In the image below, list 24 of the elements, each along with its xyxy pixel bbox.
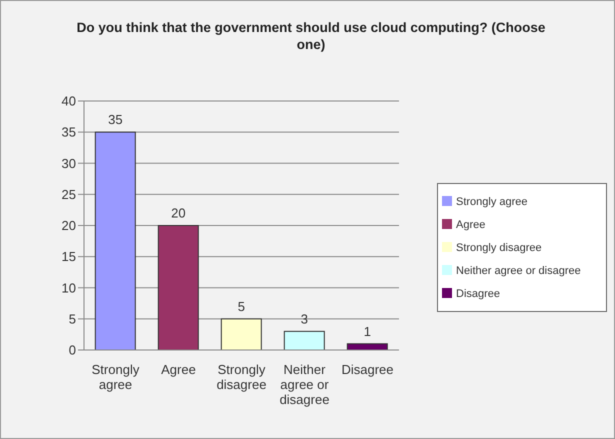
x-tick-label: Strongly disagree xyxy=(216,362,266,392)
y-tick-label: 30 xyxy=(62,156,76,171)
legend-label: Strongly agree xyxy=(456,196,528,208)
y-tick-label: 15 xyxy=(62,249,76,264)
x-tick-label: Strongly agree xyxy=(92,362,140,392)
chart-title: Do you think that the government should use cloud computing? (Choose one) xyxy=(76,19,546,53)
y-tick-label: 25 xyxy=(62,186,76,202)
y-tick-label: 20 xyxy=(62,218,76,234)
legend-label: Strongly disagree xyxy=(456,242,542,254)
y-tick-label: 5 xyxy=(68,311,76,326)
y-tick-label: 0 xyxy=(68,342,76,358)
x-tick-label: Neither agree or disagree xyxy=(280,362,330,407)
legend-label: Agree xyxy=(456,219,486,231)
y-tick-label: 40 xyxy=(62,94,76,109)
data-label: 35 xyxy=(108,112,123,128)
y-tick-label: 35 xyxy=(62,124,76,140)
legend-label: Neither agree or disagree xyxy=(456,265,581,277)
legend-label: Disagree xyxy=(456,288,500,300)
data-label: 5 xyxy=(238,298,245,314)
data-label: 20 xyxy=(171,206,186,220)
y-tick-label: 10 xyxy=(62,280,76,296)
data-label: 1 xyxy=(364,324,371,339)
x-tick-label: Agree xyxy=(161,362,196,377)
x-tick-label: Disagree xyxy=(341,362,394,377)
